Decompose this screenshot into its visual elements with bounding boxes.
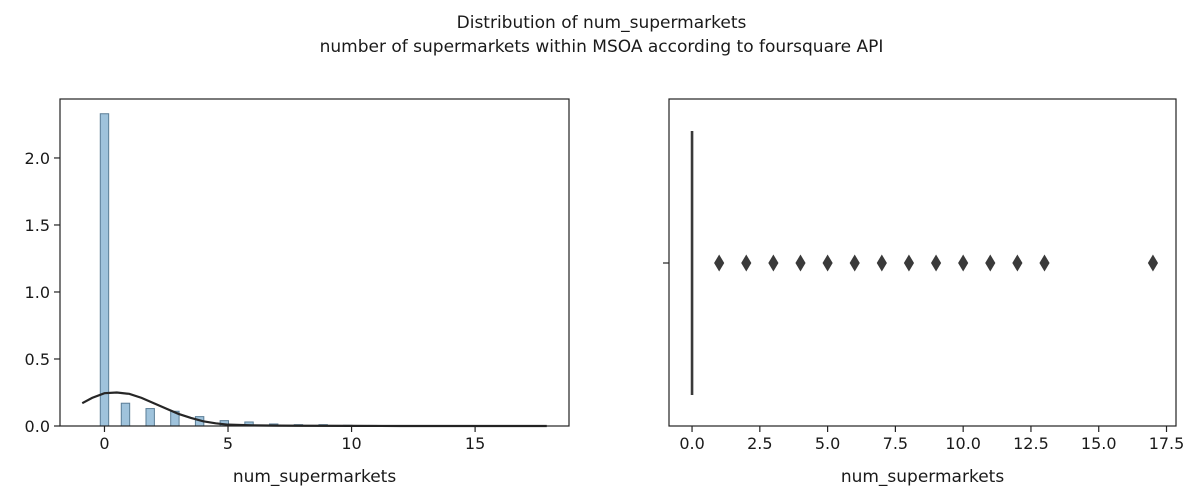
boxplot-outlier-8 bbox=[930, 254, 942, 272]
boxplot-outlier-9 bbox=[958, 254, 969, 272]
histogram-bars bbox=[99, 113, 526, 427]
histogram-y-tick-label-2: 1.0 bbox=[25, 283, 50, 302]
boxplot-x-tick-label-5: 12.5 bbox=[1013, 434, 1049, 453]
boxplot-x-axis-label: num_supermarkets bbox=[841, 467, 1005, 487]
histogram-x-tick-label-3: 15 bbox=[465, 434, 485, 453]
histogram-y-tick-label-0: 0.0 bbox=[25, 417, 50, 436]
histogram-x-ticks: 0 5 10 15 bbox=[99, 426, 485, 453]
histogram-x-tick-label-1: 5 bbox=[223, 434, 233, 453]
boxplot-x-tick-label-6: 15.0 bbox=[1081, 434, 1117, 453]
boxplot-x-tick-label-7: 17.5 bbox=[1149, 434, 1185, 453]
boxplot-outlier-10 bbox=[985, 254, 996, 272]
boxplot-x-tick-label-0: 0.0 bbox=[679, 434, 704, 453]
histogram-y-tick-label-3: 1.5 bbox=[25, 216, 50, 235]
figure-subtitle: number of supermarkets within MSOA accor… bbox=[320, 37, 884, 57]
boxplot-outlier-3 bbox=[795, 254, 806, 272]
boxplot-x-tick-label-1: 2.5 bbox=[747, 434, 772, 453]
histogram-axes-frame bbox=[59, 98, 570, 427]
boxplot-outlier-2 bbox=[768, 254, 779, 272]
histogram-y-tick-label-1: 0.5 bbox=[25, 350, 50, 369]
boxplot-x-tick-label-3: 7.5 bbox=[883, 434, 908, 453]
histogram-y-tick-label-4: 2.0 bbox=[25, 149, 50, 168]
histogram-bar-2 bbox=[145, 408, 155, 427]
boxplot-outlier-5 bbox=[849, 254, 860, 272]
histogram-x-axis-label: num_supermarkets bbox=[233, 467, 397, 487]
histogram-x-tick-label-2: 10 bbox=[341, 434, 361, 453]
boxplot-outlier-0 bbox=[714, 254, 725, 272]
boxplot-outlier-7 bbox=[903, 254, 915, 272]
boxplot-outliers bbox=[714, 254, 1159, 272]
histogram-bar-1 bbox=[120, 402, 131, 427]
boxplot-outlier-11 bbox=[1012, 254, 1023, 272]
boxplot-outlier-6 bbox=[876, 254, 887, 272]
boxplot-x-ticks: 0.0 2.5 5.0 7.5 10.0 12.5 15.0 17.5 bbox=[679, 426, 1184, 453]
boxplot-outlier-12 bbox=[1039, 254, 1050, 272]
histogram-x-tick-label-0: 0 bbox=[99, 434, 109, 453]
histogram-y-ticks: 0.0 0.5 1.0 1.5 2.0 bbox=[25, 149, 60, 436]
boxplot-x-tick-label-4: 10.0 bbox=[945, 434, 981, 453]
boxplot-panel: 0.0 2.5 5.0 7.5 10.0 12.5 15.0 17.5 num_superma… bbox=[663, 98, 1184, 487]
boxplot-outlier-4 bbox=[822, 254, 833, 272]
histogram-panel: 0 5 10 15 0.0 0.5 1.0 1.5 2.0 num_supermarkets bbox=[25, 98, 570, 487]
figure-title: Distribution of num_supermarkets bbox=[457, 13, 747, 33]
boxplot-x-tick-label-2: 5.0 bbox=[815, 434, 840, 453]
boxplot-outlier-13 bbox=[1147, 254, 1159, 272]
boxplot-outlier-1 bbox=[741, 254, 752, 272]
histogram-bar-0 bbox=[99, 113, 110, 427]
